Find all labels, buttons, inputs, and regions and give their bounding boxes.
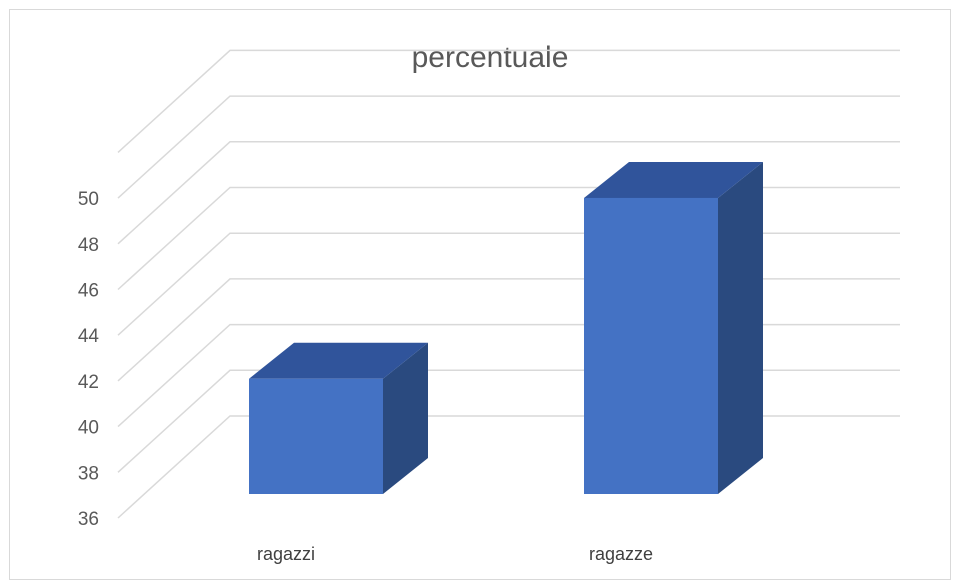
gridline [117,95,900,199]
gridline [117,186,900,291]
gridline [117,415,900,519]
y-tick-label: 50 [78,189,99,210]
gridline [117,323,900,428]
gridline [117,232,900,336]
gridline [117,278,900,382]
y-tick-label: 46 [78,281,99,302]
x-axis-labels: ragazzi ragazze [257,544,653,564]
gridline [117,49,900,153]
chart-frame [9,9,951,580]
y-tick-label: 36 [78,509,99,530]
y-tick-label: 38 [78,463,99,484]
bar-top-ragazzi [249,342,428,379]
y-tick-label: 48 [78,235,99,256]
y-tick-label: 44 [78,326,100,347]
x-category-label: ragazzi [257,544,315,564]
gridline [117,141,900,245]
gridline [117,369,900,473]
bar-side-ragazze [718,161,763,494]
y-tick-label: 40 [78,418,99,439]
chart-title: percentuale [412,41,569,74]
gridlines [117,49,900,519]
y-axis-ticks: 36 38 40 42 44 46 48 50 [78,189,100,530]
bar-side-ragazzi [383,342,428,494]
bar-top-ragazze [584,161,763,198]
y-tick-label: 42 [78,372,99,393]
bar-ragazze [584,197,718,494]
x-category-label: ragazze [589,544,653,564]
bars [249,161,763,494]
bar-ragazzi [249,378,383,494]
